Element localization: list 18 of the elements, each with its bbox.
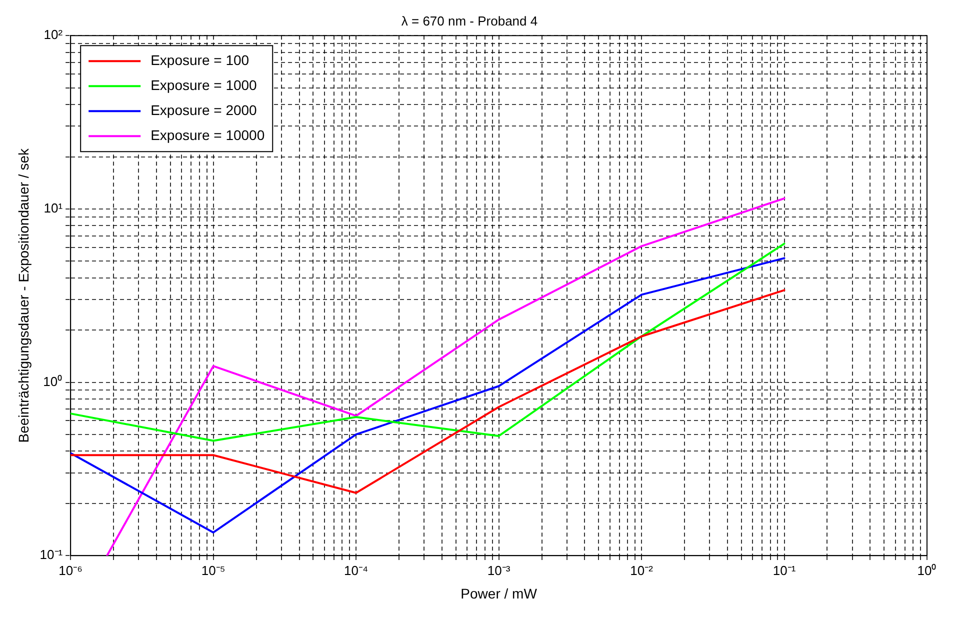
chart-title: λ = 670 nm - Proband 4 bbox=[401, 13, 538, 28]
legend-label: Exposure = 10000 bbox=[150, 126, 265, 143]
x-tick-label: 10⁻¹ bbox=[772, 562, 796, 578]
x-tick-label: 10⁻⁴ bbox=[344, 562, 368, 578]
x-tick-label: 10⁻³ bbox=[487, 562, 511, 578]
y-tick-label: 10⁻¹ bbox=[40, 547, 64, 562]
legend-label: Exposure = 1000 bbox=[150, 76, 258, 93]
x-axis-title: Power / mW bbox=[460, 585, 538, 602]
x-tick-label: 10⁻⁵ bbox=[201, 562, 226, 578]
x-tick-label: 10⁰ bbox=[917, 562, 937, 578]
y-tick-label: 10¹ bbox=[44, 200, 64, 216]
x-tick-label: 10⁻² bbox=[630, 562, 654, 578]
legend-label: Exposure = 100 bbox=[150, 52, 250, 68]
legend-label: Exposure = 2000 bbox=[150, 102, 258, 118]
y-tick-label: 10² bbox=[44, 27, 64, 42]
x-tick-label: 10⁻⁶ bbox=[58, 562, 82, 578]
y-tick-label: 10⁰ bbox=[43, 374, 63, 389]
y-axis-title: Beeinträchtigungsdauer - Expositiondauer / sek bbox=[15, 148, 32, 443]
